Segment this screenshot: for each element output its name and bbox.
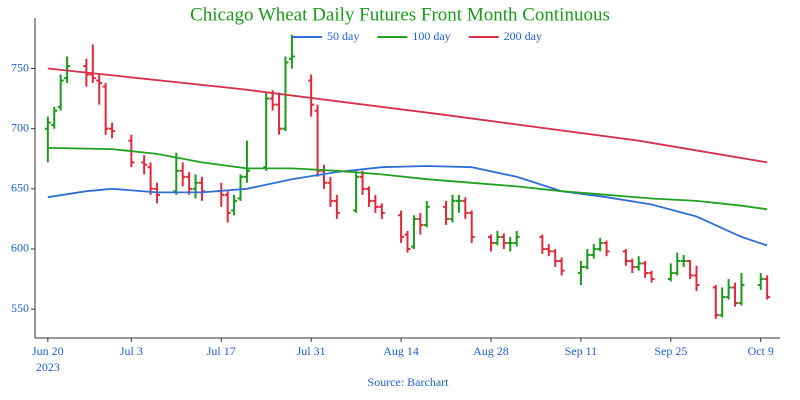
x-tick-label: Aug 28 xyxy=(473,344,509,358)
x-tick-label: Jul 31 xyxy=(297,344,326,358)
y-tick-label: 650 xyxy=(11,181,29,195)
x-tick-label: Jun 20 2023 xyxy=(32,344,64,374)
x-tick-label: Jul 17 xyxy=(207,344,236,358)
chart-title: Chicago Wheat Daily Futures Front Month … xyxy=(190,4,610,25)
x-tick-label-line: Oct 9 xyxy=(748,344,774,358)
x-tick-label-line: Aug 28 xyxy=(473,344,509,358)
x-tick-label: Sep 25 xyxy=(654,344,687,358)
x-tick-label: Jul 3 xyxy=(120,344,143,358)
x-tick-label: Aug 14 xyxy=(383,344,419,358)
legend-label: 50 day xyxy=(327,29,359,43)
y-tick-label: 600 xyxy=(11,241,29,255)
y-tick-label: 550 xyxy=(11,301,29,315)
ma-line xyxy=(47,147,768,211)
x-tick-label-line: Jul 3 xyxy=(120,344,143,358)
x-tick-label-line: 2023 xyxy=(36,360,60,374)
x-tick-label-line: Sep 11 xyxy=(565,344,598,358)
x-tick-label-line: Jul 17 xyxy=(207,344,236,358)
x-tick-label-line: Jul 31 xyxy=(297,344,326,358)
source-note: Source: Barchart xyxy=(368,375,450,389)
ma-line xyxy=(47,67,768,164)
legend-label: 100 day xyxy=(412,29,450,43)
y-tick-label: 700 xyxy=(11,120,29,134)
x-tick-label-line: Sep 25 xyxy=(654,344,687,358)
x-tick-label: Sep 11 xyxy=(565,344,598,358)
legend-label: 200 day xyxy=(504,29,542,43)
x-tick-label-line: Jun 20 xyxy=(32,344,64,358)
x-tick-label: Oct 9 xyxy=(748,344,774,358)
y-tick-label: 750 xyxy=(11,60,29,74)
ma-line xyxy=(47,165,768,247)
x-tick-label-line: Aug 14 xyxy=(383,344,419,358)
